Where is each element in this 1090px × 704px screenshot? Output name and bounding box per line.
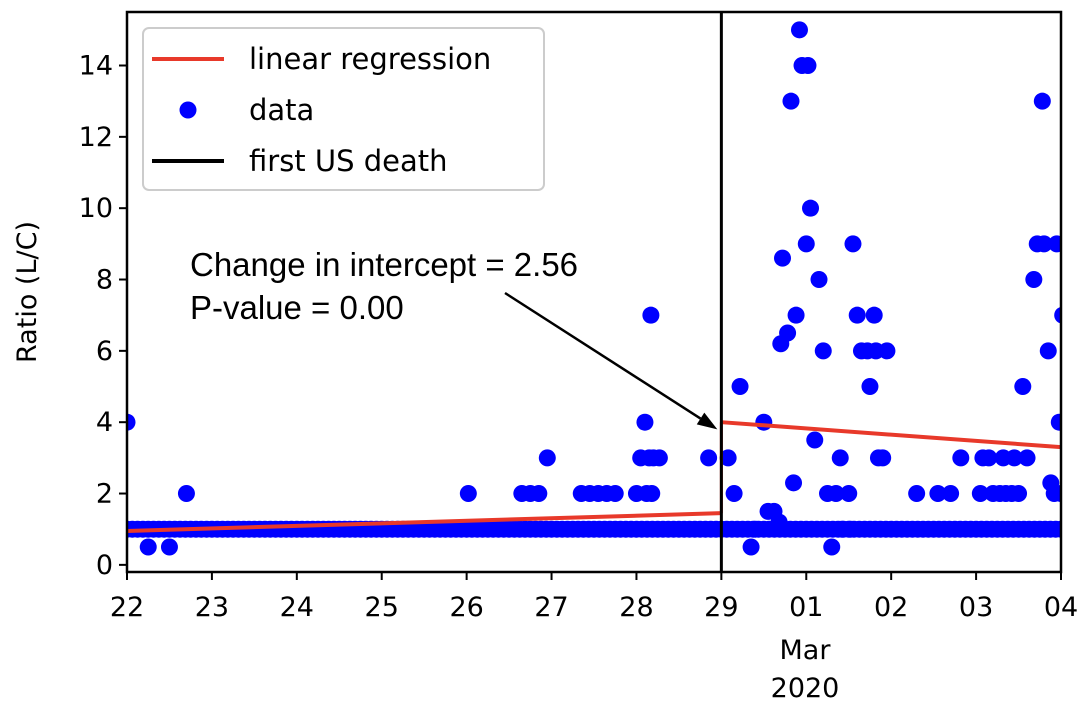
data-point	[861, 378, 879, 396]
data-point	[799, 57, 817, 75]
y-tick-label: 0	[96, 550, 113, 581]
data-point	[177, 485, 195, 503]
data-point	[770, 513, 788, 531]
data-point	[731, 378, 749, 396]
data-point	[929, 485, 947, 503]
y-tick-label: 12	[79, 122, 113, 153]
x-tick-label: 23	[195, 592, 229, 623]
data-point	[755, 413, 773, 431]
data-point	[823, 538, 841, 556]
data-point	[606, 485, 624, 503]
data-point	[848, 306, 866, 324]
data-point	[530, 485, 548, 503]
data-point	[1052, 485, 1061, 503]
y-tick-label: 6	[96, 336, 113, 367]
data-point	[1039, 342, 1057, 360]
data-point	[1035, 235, 1053, 253]
data-point	[878, 342, 896, 360]
data-point	[459, 485, 477, 503]
x-tick-label: 28	[619, 592, 653, 623]
data-point	[840, 485, 858, 503]
data-point	[1033, 92, 1051, 110]
data-point	[1050, 413, 1061, 431]
data-point	[139, 538, 157, 556]
x-tick-label: 22	[110, 592, 144, 623]
data-point	[643, 485, 661, 503]
data-point	[746, 520, 764, 538]
y-tick-label: 14	[79, 51, 113, 82]
regression-line-2	[721, 420, 1061, 450]
data-point	[790, 21, 808, 39]
data-point	[844, 235, 862, 253]
data-point	[827, 485, 845, 503]
data-point	[841, 520, 859, 538]
y-tick-label: 8	[96, 265, 113, 296]
x-tick-label: 27	[534, 592, 568, 623]
legend-box	[142, 27, 545, 191]
x-tick-label: 03	[959, 592, 993, 623]
annotation-arrow	[504, 291, 718, 430]
x-tick-label: 01	[789, 592, 823, 623]
plot-frame	[125, 10, 1063, 574]
annotation-pvalue-text: P-value = 0.00	[190, 289, 404, 326]
x-month-label: Mar	[780, 635, 832, 666]
x-tick-label: 25	[365, 592, 399, 623]
data-point	[1054, 306, 1061, 324]
x-tick-label: 02	[874, 592, 908, 623]
legend-label-regression: linear regression	[249, 42, 491, 76]
x-tick-label: 04	[1044, 592, 1078, 623]
regression-line-1	[127, 511, 722, 533]
y-tick-label: 4	[96, 407, 113, 438]
data-point	[980, 449, 998, 467]
x-tick-label: 24	[280, 592, 314, 623]
data-point	[1048, 235, 1061, 253]
data-point	[865, 306, 883, 324]
data-point	[1052, 520, 1061, 538]
data-point	[810, 271, 828, 289]
data-point	[831, 449, 849, 467]
data-point	[1025, 271, 1043, 289]
x-tick-label: 26	[449, 592, 483, 623]
data-point	[642, 306, 660, 324]
data-point	[719, 449, 737, 467]
data-point	[802, 199, 820, 217]
y-axis-title: Ratio (L/C)	[12, 221, 43, 363]
data-point	[636, 413, 654, 431]
y-tick-label: 2	[96, 479, 113, 510]
data-point	[538, 449, 556, 467]
data-point	[1014, 378, 1032, 396]
data-point	[779, 324, 797, 342]
legend-marker-data-icon	[179, 101, 197, 119]
data-point	[971, 485, 989, 503]
data-point	[1005, 449, 1023, 467]
data-point	[806, 431, 824, 449]
x-tick-label: 29	[704, 592, 738, 623]
data-point	[874, 449, 892, 467]
data-point	[160, 538, 178, 556]
data-point	[1018, 449, 1036, 467]
data-point	[650, 449, 668, 467]
data-point	[773, 249, 791, 267]
data-point	[700, 449, 718, 467]
legend: linear regression data first US death	[142, 27, 545, 191]
data-point	[1010, 485, 1028, 503]
data-point	[725, 485, 743, 503]
data-point	[797, 235, 815, 253]
data-point	[787, 306, 805, 324]
y-tick-label: 10	[79, 193, 113, 224]
data-point	[814, 342, 832, 360]
x-year-label: 2020	[771, 673, 840, 704]
data-point	[782, 92, 800, 110]
data-point	[908, 485, 926, 503]
data-point	[785, 474, 803, 492]
data-point	[127, 413, 136, 431]
legend-label-data: data	[249, 93, 314, 127]
legend-label-first-death: first US death	[249, 144, 448, 178]
data-point	[952, 449, 970, 467]
annotation-intercept-text: Change in intercept = 2.56	[190, 246, 578, 283]
data-point	[942, 485, 960, 503]
data-point	[742, 538, 760, 556]
